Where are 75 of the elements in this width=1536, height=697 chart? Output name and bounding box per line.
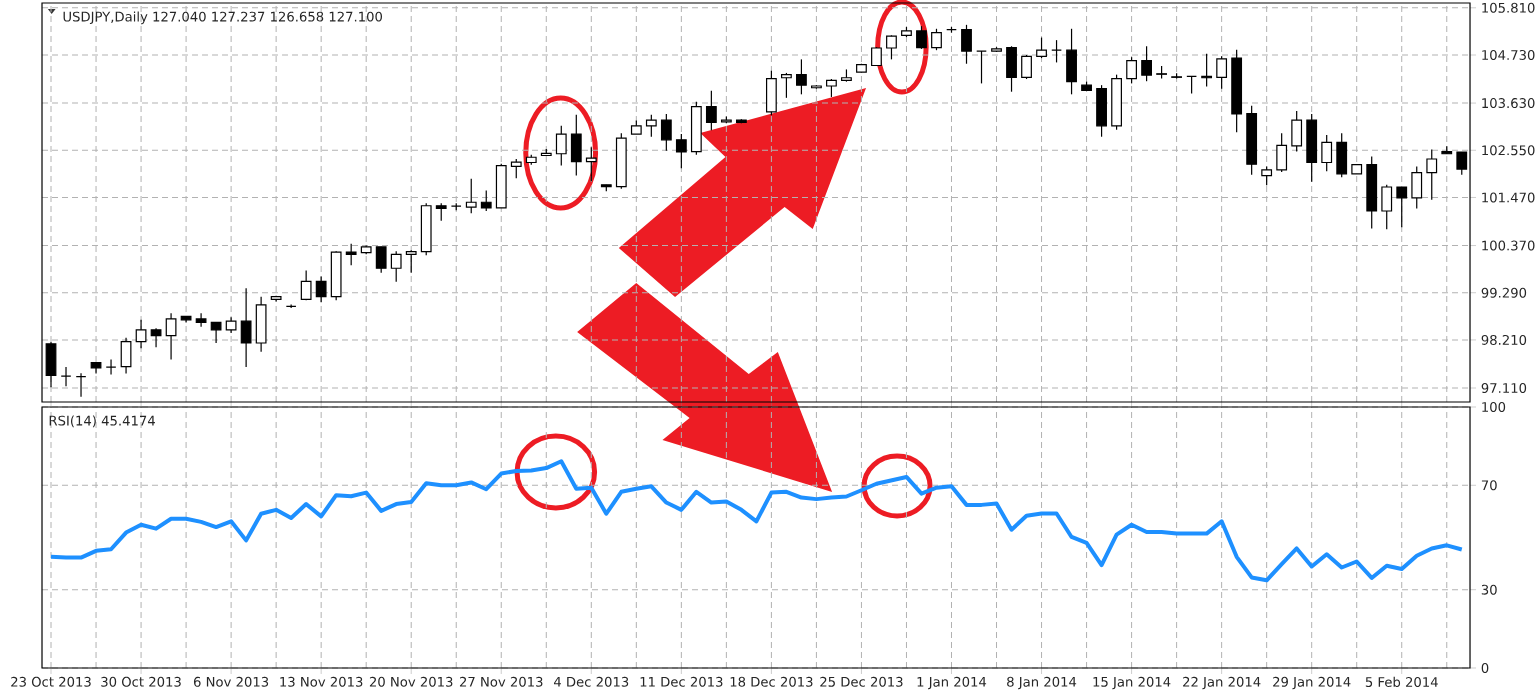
x-tick-label: 20 Nov 2013 xyxy=(369,676,453,687)
candlestick xyxy=(480,189,492,212)
candlestick xyxy=(210,321,222,344)
candlestick xyxy=(1036,36,1047,59)
candlestick xyxy=(781,72,792,99)
candlestick xyxy=(1141,45,1152,82)
candlestick xyxy=(705,90,717,131)
candlestick xyxy=(1126,56,1137,84)
x-tick-label: 30 Oct 2013 xyxy=(101,676,181,687)
candlestick xyxy=(345,243,357,266)
candlestick xyxy=(1426,148,1438,201)
x-tick-label: 23 Oct 2013 xyxy=(11,676,91,687)
candlestick xyxy=(1261,165,1273,186)
candlestick xyxy=(150,327,162,348)
text: RSI(14) 45.4174 xyxy=(49,415,155,428)
candlestick xyxy=(405,249,417,274)
candlestick xyxy=(1021,54,1032,80)
candlestick xyxy=(165,312,177,361)
candlestick xyxy=(135,319,147,349)
candlestick xyxy=(916,25,927,50)
y-tick-label: 105.810 xyxy=(1482,2,1535,13)
candlestick xyxy=(285,303,297,309)
y-tick-label: 98.210 xyxy=(1481,334,1527,345)
candlestick xyxy=(1051,39,1062,64)
candlestick xyxy=(465,178,477,214)
candlestick xyxy=(240,287,252,368)
candlestick xyxy=(1456,151,1468,176)
candlestick xyxy=(1396,186,1408,228)
y-tick-label: 0 xyxy=(1481,663,1489,673)
candlestick xyxy=(585,146,597,182)
x-tick-label: 18 Dec 2013 xyxy=(730,676,813,687)
y-tick-label: 102.550 xyxy=(1482,145,1535,156)
y-tick-label: 97.110 xyxy=(1481,383,1527,393)
x-tick-label: 25 Dec 2013 xyxy=(820,676,903,687)
candlestick xyxy=(1216,55,1228,90)
candlestick xyxy=(390,250,402,283)
y-tick-label: 70 xyxy=(1481,480,1497,491)
candlestick xyxy=(75,372,87,398)
candlestick xyxy=(931,28,942,51)
x-tick-label: 4 Dec 2013 xyxy=(554,676,629,687)
candlestick xyxy=(796,58,807,95)
candlestick xyxy=(60,366,72,387)
candlestick xyxy=(375,246,387,274)
x-tick-label: 6 Nov 2013 xyxy=(193,676,269,687)
candlestick xyxy=(315,275,327,303)
candlestick xyxy=(961,24,972,65)
y-tick-label: 100.370 xyxy=(1482,240,1535,251)
candlestick xyxy=(510,158,522,179)
candlestick xyxy=(976,50,987,84)
x-tick-label: 15 Jan 2014 xyxy=(1093,676,1171,690)
candlestick xyxy=(105,359,117,376)
candlestick xyxy=(555,125,567,167)
candlestick xyxy=(675,133,687,169)
x-tick-label: 1 Jan 2014 xyxy=(917,676,987,690)
y-tick-label: 100 xyxy=(1482,402,1506,412)
candlestick xyxy=(645,114,657,138)
candlestick xyxy=(300,269,312,301)
x-tick-label: 22 Jan 2014 xyxy=(1183,676,1261,690)
x-tick-label: 5 Feb 2014 xyxy=(1365,676,1438,688)
y-tick-label: 104.730 xyxy=(1482,50,1535,60)
candlestick xyxy=(1321,134,1333,172)
candlestick xyxy=(871,46,882,67)
x-tick-label: 11 Dec 2013 xyxy=(640,676,723,687)
y-tick-label: 101.470 xyxy=(1482,192,1535,203)
y-tick-label: 99.290 xyxy=(1481,287,1527,298)
y-tick-label: 30 xyxy=(1481,584,1497,595)
candlestick xyxy=(660,113,672,152)
y-tick-label: 103.630 xyxy=(1482,98,1535,109)
x-tick-label: 27 Nov 2013 xyxy=(459,676,543,687)
candlestick xyxy=(886,34,897,60)
candlestick xyxy=(195,312,207,328)
x-tick-label: 13 Nov 2013 xyxy=(280,676,363,687)
text: USDJPY,Daily 127.040 127.237 126.658 127.100 xyxy=(63,11,383,25)
x-tick-label: 29 Jan 2014 xyxy=(1273,676,1351,690)
x-tick-label: 8 Jan 2014 xyxy=(1007,676,1077,690)
